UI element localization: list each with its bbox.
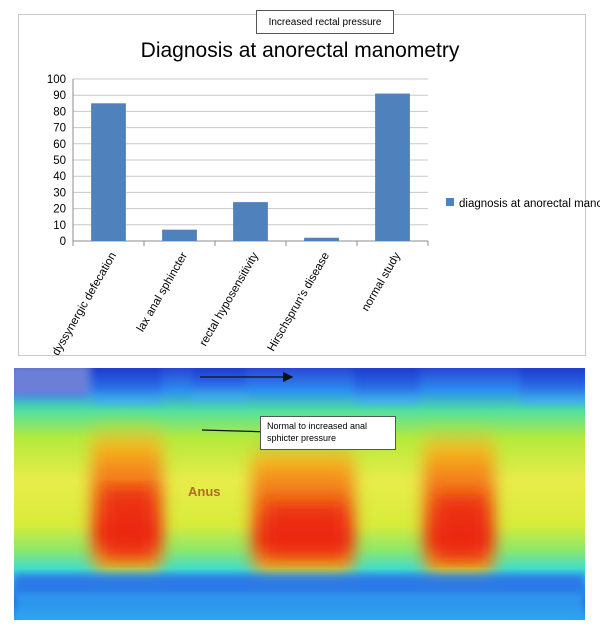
manometry-heatmap	[14, 368, 585, 620]
y-tick-label: 70	[53, 123, 66, 135]
bar	[375, 93, 410, 241]
y-tick-label: 20	[53, 204, 66, 216]
y-tick-labels: 0 10 20 30 40 50 60 70 80 90 100	[47, 74, 66, 248]
gridlines	[72, 78, 429, 246]
bars	[91, 93, 410, 241]
y-tick-label: 30	[53, 187, 66, 199]
bar	[304, 237, 339, 241]
bar	[233, 202, 268, 241]
anus-label: Anus	[188, 484, 221, 499]
y-tick-label: 40	[53, 171, 66, 183]
legend: diagnosis at anorectal manometry	[446, 198, 600, 210]
callout-anal-sphincter-pressure: Normal to increased anal sphicter pressu…	[260, 416, 396, 450]
legend-label: diagnosis at anorectal manometry	[459, 198, 600, 210]
y-tick-label: 80	[53, 106, 66, 118]
bar-chart: Diagnosis at anorectal manometry 0 10 20 30…	[47, 39, 600, 358]
legend-swatch	[446, 198, 454, 206]
y-tick-label: 90	[53, 90, 66, 102]
chart-title: Diagnosis at anorectal manometry	[141, 39, 460, 62]
bar	[162, 229, 197, 241]
y-tick-label: 60	[53, 139, 66, 151]
callout-increased-rectal-pressure: Increased rectal pressure	[256, 10, 394, 34]
y-tick-label: 0	[60, 236, 66, 248]
bar	[91, 103, 126, 241]
y-tick-label: 50	[53, 155, 66, 167]
y-tick-label: 10	[53, 220, 66, 232]
y-tick-label: 100	[47, 74, 66, 86]
